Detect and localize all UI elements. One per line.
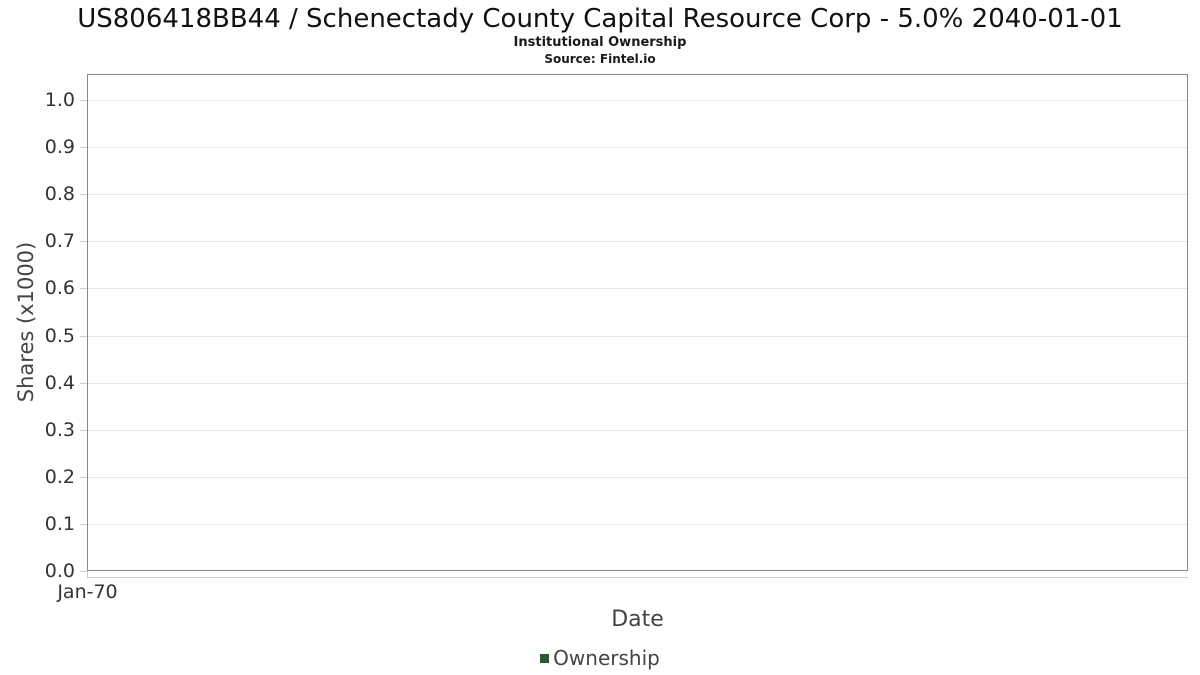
chart-subtitle: Institutional Ownership bbox=[513, 35, 687, 50]
plot-area bbox=[87, 74, 1188, 571]
y-axis-tick bbox=[80, 571, 87, 572]
y-tick-label: 0.2 bbox=[44, 466, 75, 488]
chart-source: Source: Fintel.io bbox=[544, 52, 656, 66]
legend: Ownership bbox=[0, 646, 1200, 670]
y-tick-label: 0.7 bbox=[44, 230, 75, 252]
legend-label: Ownership bbox=[553, 646, 660, 670]
y-tick-label: 0.6 bbox=[44, 277, 75, 299]
x-tick-label: Jan-70 bbox=[57, 581, 118, 603]
y-tick-label: 0.0 bbox=[44, 560, 75, 582]
gridline bbox=[88, 383, 1187, 384]
legend-item-ownership[interactable]: Ownership bbox=[540, 646, 660, 670]
y-axis-tick bbox=[80, 288, 87, 289]
x-axis-line bbox=[87, 577, 1188, 578]
y-axis-tick bbox=[80, 477, 87, 478]
gridline bbox=[88, 100, 1187, 101]
y-tick-label: 0.4 bbox=[44, 372, 75, 394]
y-tick-label: 0.8 bbox=[44, 183, 75, 205]
y-axis-tick bbox=[80, 383, 87, 384]
gridline bbox=[88, 430, 1187, 431]
y-axis-tick bbox=[80, 147, 87, 148]
gridline bbox=[88, 194, 1187, 195]
y-axis-tick bbox=[80, 524, 87, 525]
y-tick-label: 0.1 bbox=[44, 513, 75, 535]
gridline bbox=[88, 336, 1187, 337]
x-axis-tick bbox=[87, 571, 88, 577]
chart-title: US806418BB44 / Schenectady County Capita… bbox=[77, 4, 1123, 34]
gridline bbox=[88, 524, 1187, 525]
y-axis-tick bbox=[80, 194, 87, 195]
y-tick-label: 0.9 bbox=[44, 136, 75, 158]
y-tick-label: 1.0 bbox=[44, 89, 75, 111]
x-axis-title: Date bbox=[611, 607, 664, 632]
y-tick-label: 0.5 bbox=[44, 325, 75, 347]
y-axis-tick bbox=[80, 430, 87, 431]
series-swatch-icon bbox=[540, 653, 550, 663]
gridline bbox=[88, 288, 1187, 289]
y-tick-label: 0.3 bbox=[44, 419, 75, 441]
gridline bbox=[88, 477, 1187, 478]
gridline bbox=[88, 147, 1187, 148]
y-axis-tick bbox=[80, 100, 87, 101]
gridline bbox=[88, 241, 1187, 242]
y-axis-tick bbox=[80, 336, 87, 337]
y-axis-tick bbox=[80, 241, 87, 242]
